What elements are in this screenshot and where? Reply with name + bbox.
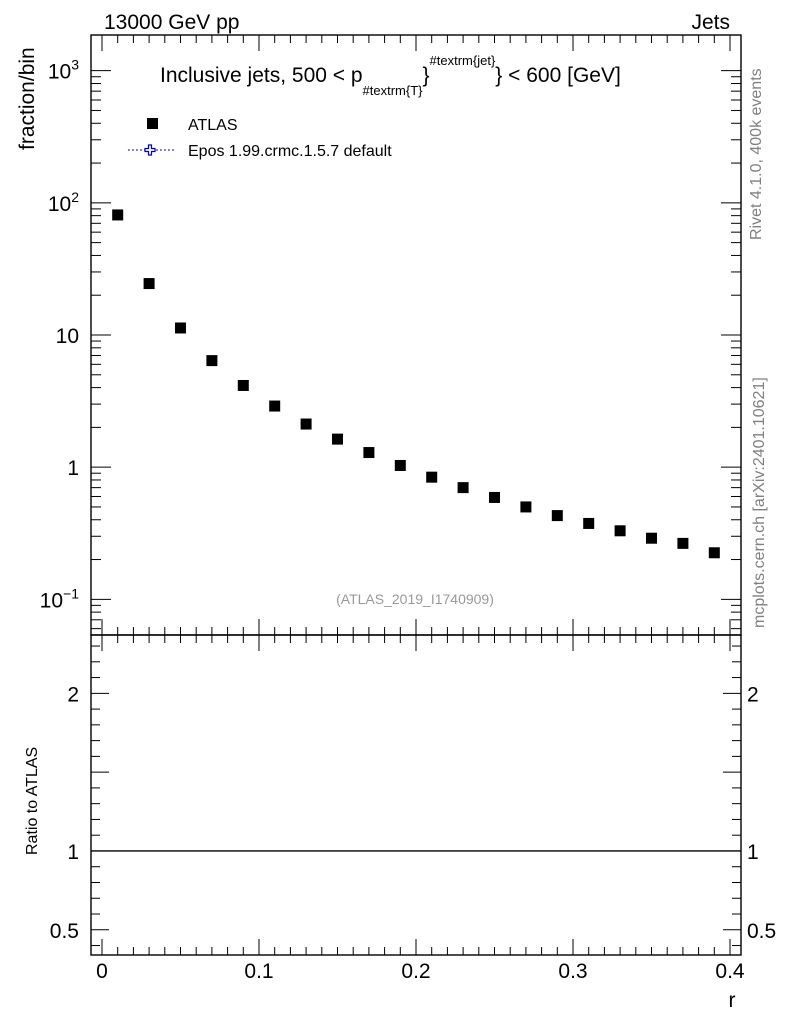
atlas-point: [457, 482, 469, 494]
atlas-point: [237, 379, 249, 391]
atlas-point: [520, 501, 532, 513]
x-axis-label: r: [729, 989, 736, 1012]
atlas-point: [143, 278, 155, 290]
y-tick-label: 10: [56, 325, 79, 348]
analysis-watermark: (ATLAS_2019_I1740909): [336, 591, 494, 607]
legend-label-mc: Epos 1.99.crmc.1.5.7 default: [188, 143, 392, 160]
legend: ATLAS Epos 1.99.crmc.1.5.7 default: [128, 117, 392, 160]
atlas-point: [394, 459, 406, 471]
ratio-tick-label-right: 1: [747, 841, 759, 864]
rivet-version-label: Rivet 4.1.0, 400k events: [748, 68, 765, 240]
atlas-point: [206, 355, 218, 367]
mcplots-reference-label: mcplots.cern.ch [arXiv:2401.10621]: [751, 377, 768, 628]
atlas-point: [614, 525, 626, 537]
atlas-point: [269, 400, 281, 412]
x-tick-label: 0.1: [244, 960, 273, 983]
title-main: Inclusive jets, 500 < p: [160, 64, 363, 87]
atlas-point: [331, 433, 343, 445]
atlas-point: [677, 537, 689, 549]
title-tail: } < 600 [GeV]: [495, 64, 621, 87]
ratio-tick-label-right: 2: [747, 683, 759, 706]
y-tick-label: 10−1: [40, 585, 80, 612]
process-label: Jets: [691, 11, 730, 34]
x-tick-label: 0.2: [401, 960, 430, 983]
atlas-data-points: [112, 209, 720, 559]
ratio-tick-label-left: 1: [67, 841, 79, 864]
x-tick-label: 0: [96, 960, 108, 983]
atlas-point: [583, 517, 595, 529]
atlas-point: [363, 447, 375, 459]
ratio-tick-label-left: 0.5: [50, 920, 79, 943]
title-subscript: #textrm{T}: [363, 83, 424, 98]
ratio-panel-ticks: [91, 635, 741, 955]
y-tick-label: 102: [48, 189, 79, 216]
title-superscript: #textrm{jet}: [430, 53, 496, 68]
atlas-point: [174, 322, 186, 334]
chart-title: Inclusive jets, 500 < p#textrm{T}}#textr…: [160, 53, 621, 98]
ratio-panel-frame: [90, 634, 742, 956]
x-tick-label: 0.4: [715, 960, 745, 983]
legend-label-atlas: ATLAS: [188, 117, 238, 134]
main-panel-ticks: [91, 35, 741, 635]
ratio-tick-label-right: 0.5: [747, 920, 776, 943]
ratio-axis-label: Ratio to ATLAS: [24, 747, 41, 855]
atlas-point: [300, 418, 312, 430]
atlas-point: [426, 471, 438, 483]
ratio-tick-labels: 2 2 1 1 0.5 0.5: [50, 683, 776, 942]
legend-marker-mc: [128, 144, 176, 156]
atlas-point: [489, 491, 501, 503]
atlas-point: [112, 209, 124, 221]
x-tick-label: 0.3: [558, 960, 587, 983]
legend-marker-atlas: [147, 118, 158, 129]
ratio-tick-label-left: 2: [67, 683, 79, 706]
atlas-point: [646, 532, 658, 544]
atlas-point: [708, 547, 720, 559]
y-tick-label: 1: [67, 457, 79, 480]
x-tick-labels: 0 0.1 0.2 0.3 0.4: [96, 960, 745, 983]
y-tick-label: 103: [48, 57, 79, 84]
atlas-point: [551, 510, 563, 522]
title-brace: }: [423, 64, 430, 87]
y-axis-label: fraction/bin: [16, 47, 39, 150]
energy-label: 13000 GeV pp: [104, 11, 239, 34]
